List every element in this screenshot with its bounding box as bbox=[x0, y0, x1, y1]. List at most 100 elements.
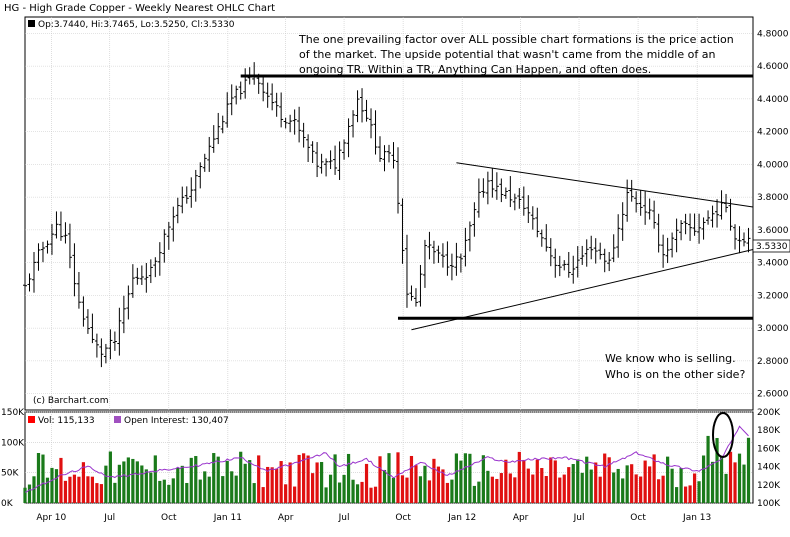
volume-bar bbox=[104, 465, 108, 503]
volume-bar bbox=[580, 472, 584, 503]
volume-bar bbox=[634, 474, 638, 503]
volume-legend-swatch bbox=[28, 416, 35, 423]
oi-legend: Open Interest: 130,407 bbox=[124, 416, 229, 426]
volume-bar bbox=[230, 471, 234, 503]
volume-bar bbox=[625, 465, 629, 503]
annotation-other-side: Who is on the other side? bbox=[605, 368, 745, 381]
volume-bar bbox=[418, 476, 423, 503]
price-tick-label: 4.0000 bbox=[757, 160, 789, 170]
volume-tick-label: 100K bbox=[1, 438, 25, 448]
price-tick-label: 3.2000 bbox=[757, 291, 789, 301]
volume-bar bbox=[135, 461, 139, 503]
volume-bar bbox=[692, 473, 697, 503]
oi-tick-label: 180K bbox=[757, 426, 781, 436]
volume-bar bbox=[99, 484, 103, 503]
volume-bar bbox=[180, 465, 184, 503]
volume-bar bbox=[36, 453, 41, 503]
price-tick-label: 4.8000 bbox=[757, 29, 789, 39]
volume-bar bbox=[171, 478, 175, 503]
volume-bar bbox=[81, 462, 86, 503]
volume-bar bbox=[297, 454, 301, 503]
volume-bar bbox=[27, 484, 32, 503]
volume-bar bbox=[450, 479, 454, 503]
price-tick-label: 3.6000 bbox=[757, 226, 789, 236]
volume-bar bbox=[221, 476, 225, 503]
annotation-line-1: The one prevailing factor over ALL possi… bbox=[298, 33, 734, 46]
volume-tick-label: 50K bbox=[1, 469, 19, 479]
volume-bar bbox=[198, 479, 202, 503]
volume-bar bbox=[355, 484, 360, 503]
x-tick-label: Oct bbox=[395, 513, 411, 523]
volume-axis-ticks: 150K 100K 50K 0K 200K 180K 160K 140K 120K 100K bbox=[1, 408, 781, 509]
volume-bar bbox=[603, 453, 607, 503]
oi-tick-label: 100K bbox=[757, 499, 781, 509]
volume-bar bbox=[657, 479, 661, 503]
volume-bar bbox=[337, 482, 342, 503]
volume-bar bbox=[275, 468, 279, 503]
volume-bar bbox=[400, 475, 405, 503]
volume-bar bbox=[212, 453, 216, 503]
x-tick-label: Jan 12 bbox=[447, 513, 476, 523]
volume-bar bbox=[122, 461, 126, 503]
volume-bar bbox=[459, 460, 463, 503]
volume-bar bbox=[427, 480, 432, 503]
volume-bar bbox=[306, 455, 310, 503]
annotation-selling: We know who is selling. bbox=[605, 352, 736, 365]
volume-bar bbox=[598, 476, 602, 503]
volume-bar bbox=[239, 451, 243, 503]
volume-bar bbox=[477, 481, 481, 503]
volume-bar bbox=[302, 453, 306, 503]
price-gridlines bbox=[25, 17, 753, 410]
annotation-line-2: of the market. The upside potential that… bbox=[299, 48, 715, 61]
volume-bar bbox=[252, 483, 256, 503]
volume-bar bbox=[45, 477, 50, 503]
volume-bar bbox=[131, 458, 135, 503]
volume-legend: Vol: 115,133 bbox=[38, 416, 95, 426]
volume-bar bbox=[486, 470, 490, 503]
volume-bar bbox=[153, 455, 157, 503]
x-tick-label: Oct bbox=[161, 513, 177, 523]
volume-bar bbox=[333, 454, 337, 503]
volume-bar bbox=[495, 478, 499, 503]
volume-bar bbox=[32, 476, 36, 503]
volume-bar bbox=[652, 454, 656, 503]
volume-bar bbox=[23, 487, 27, 503]
x-tick-label: Oct bbox=[630, 513, 646, 523]
volume-bar bbox=[607, 457, 611, 503]
chart-title: HG - High Grade Copper - Weekly Nearest … bbox=[4, 3, 275, 14]
volume-bar bbox=[594, 462, 598, 503]
volume-bar bbox=[140, 465, 144, 503]
price-tick-label: 4.6000 bbox=[757, 62, 789, 72]
volume-bar bbox=[266, 466, 270, 503]
volume-bar bbox=[553, 460, 557, 503]
volume-bar bbox=[117, 464, 121, 503]
x-tick-label: Jul bbox=[103, 513, 115, 523]
volume-bar bbox=[284, 484, 288, 503]
volume-bar bbox=[432, 458, 436, 503]
trendlines bbox=[240, 74, 754, 331]
open-interest-line bbox=[24, 425, 749, 493]
highlight-ellipse bbox=[712, 412, 734, 458]
volume-bar bbox=[585, 456, 589, 503]
volume-bar bbox=[405, 477, 409, 503]
volume-bar bbox=[562, 474, 566, 503]
price-axis-ticks: 4.8000 4.6000 4.4000 4.2000 4.0000 3.8000 3.60… bbox=[757, 29, 789, 399]
volume-bar bbox=[688, 485, 692, 503]
price-tick-label: 2.6000 bbox=[757, 390, 789, 400]
annotation-line-3: ongoing TR. Within a TR, Anything Can Ha… bbox=[299, 63, 651, 76]
volume-bar bbox=[724, 473, 728, 503]
volume-bar bbox=[670, 468, 674, 503]
volume-tick-label: 150K bbox=[1, 408, 25, 418]
volume-bar bbox=[189, 457, 193, 503]
volume-bar bbox=[701, 455, 706, 503]
x-tick-label: Jan 11 bbox=[213, 513, 242, 523]
volume-bar bbox=[86, 476, 90, 503]
volume-bar bbox=[158, 480, 162, 503]
x-tick-label: Jul bbox=[573, 513, 585, 523]
oi-tick-label: 200K bbox=[757, 408, 781, 418]
price-tick-label: 4.4000 bbox=[757, 95, 789, 105]
oi-tick-label: 140K bbox=[757, 463, 781, 473]
trendline-triangle-lower bbox=[411, 249, 754, 331]
volume-bar bbox=[719, 456, 724, 503]
